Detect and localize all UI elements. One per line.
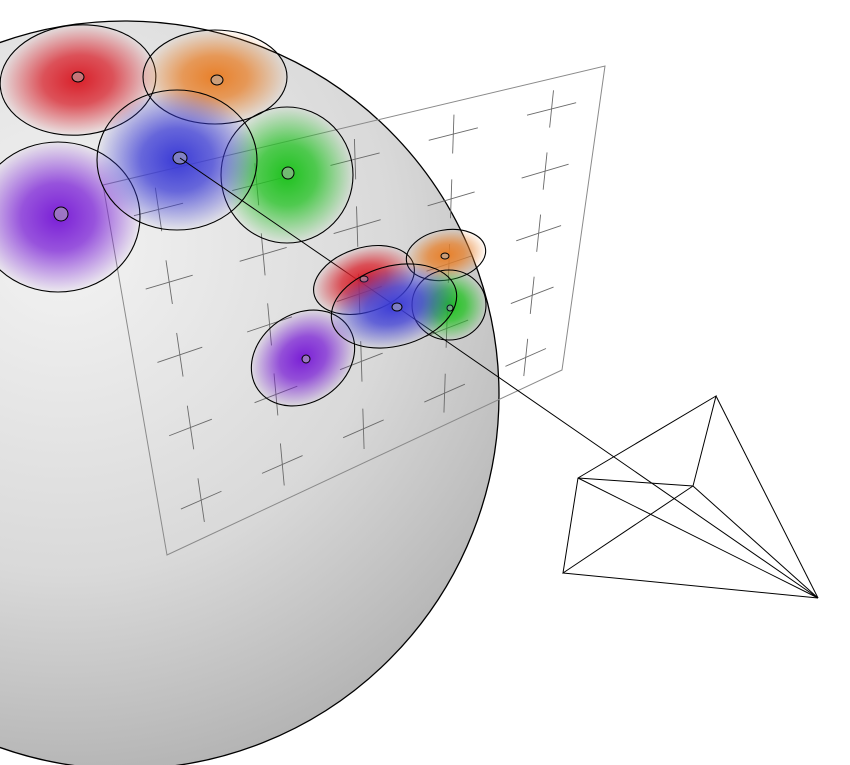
camera-diagonal [577, 477, 694, 487]
camera-frustum-edge [692, 485, 819, 599]
grid-cross [516, 214, 562, 252]
grid-cross [261, 443, 303, 486]
sphere-orange-center [210, 74, 224, 86]
grid-cross [526, 90, 577, 128]
sphere-green-center [281, 166, 295, 180]
grid-cross [239, 233, 287, 276]
grid-cross [510, 276, 554, 315]
projected-purple-center [301, 354, 311, 364]
image-plane [102, 65, 606, 556]
camera-frustum-group [562, 394, 819, 599]
camera-image-rect [562, 394, 717, 575]
grid-cross [428, 114, 478, 154]
grid-cross [424, 373, 466, 413]
grid-cross [427, 179, 475, 219]
sphere-purple-center [53, 206, 69, 222]
projected-blobs-group [250, 228, 487, 407]
grid-cross [342, 408, 384, 450]
grid-cross [180, 478, 222, 523]
camera-frustum-edge [562, 572, 819, 599]
grid-cross [505, 338, 547, 377]
projected-orange-center [440, 252, 450, 260]
sphere-red-center [71, 71, 85, 83]
grid-cross [521, 152, 569, 190]
camera-frustum-edge [577, 477, 819, 599]
grid-cross [168, 405, 213, 450]
projected-blue-center [391, 302, 403, 312]
grid-cross [145, 260, 193, 304]
grid-cross [157, 332, 203, 377]
camera-frustum-edge [715, 395, 819, 599]
grid-cross [333, 206, 381, 247]
